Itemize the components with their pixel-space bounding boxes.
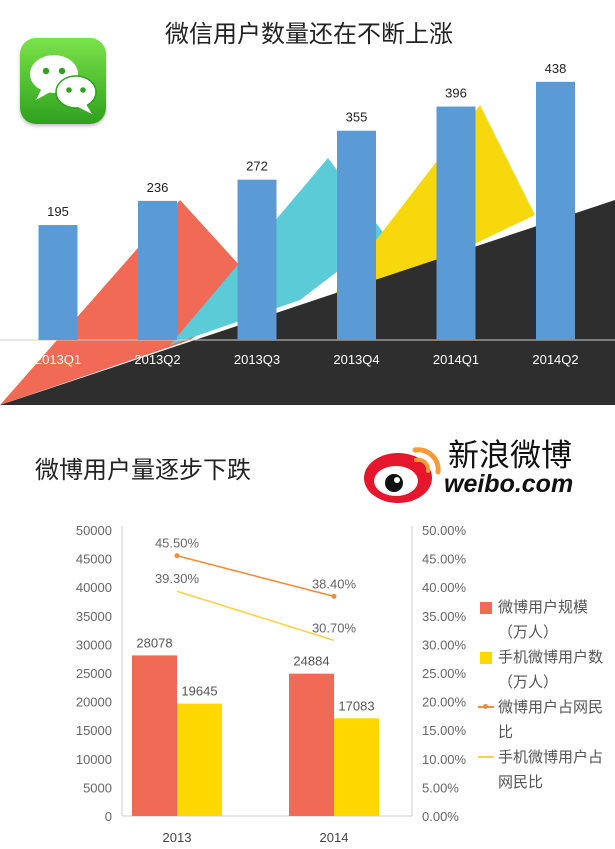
y2-tick-label: 25.00% bbox=[422, 666, 467, 681]
weibo-bar-value-label: 24884 bbox=[293, 654, 329, 669]
legend-swatch-mobile-rate bbox=[478, 756, 494, 758]
legend-item-mobile: 手机微博用户数（万人） bbox=[478, 645, 615, 695]
y2-tick-label: 40.00% bbox=[422, 580, 467, 595]
y-tick-label: 50000 bbox=[76, 523, 112, 538]
red-triangle-shape bbox=[0, 200, 262, 405]
wechat-bar-2014Q1 bbox=[436, 106, 476, 340]
weibo-bars bbox=[132, 655, 379, 816]
weibo-bar-s1-2014 bbox=[334, 718, 379, 816]
wechat-bars bbox=[38, 81, 575, 341]
y2-tick-label: 0.00% bbox=[422, 809, 459, 824]
weibo-line-marker bbox=[331, 593, 337, 599]
decorative-background bbox=[0, 105, 615, 405]
wechat-value-label: 438 bbox=[545, 61, 567, 76]
y-tick-label: 40000 bbox=[76, 580, 112, 595]
legend-item-mobile-rate: 手机微博用户占网民比 bbox=[478, 745, 615, 795]
wechat-bar-2013Q4 bbox=[337, 130, 376, 340]
legend-item-rate: 微博用户占网民比 bbox=[478, 695, 615, 745]
wechat-x-label: 2014Q1 bbox=[433, 352, 479, 367]
weibo-line-s2 bbox=[176, 554, 335, 598]
weibo-line-label: 38.40% bbox=[312, 576, 357, 591]
weibo-logo-cn-text: 新浪微博 bbox=[448, 438, 572, 474]
y2-tick-label: 50.00% bbox=[422, 523, 467, 538]
weibo-legend: 微博用户规模（万人） 手机微博用户数（万人） 微博用户占网民比 手机微博用户占网… bbox=[478, 595, 615, 795]
wechat-value-label: 355 bbox=[346, 110, 368, 125]
weibo-line-label: 45.50% bbox=[155, 536, 200, 551]
legend-item-scale: 微博用户规模（万人） bbox=[478, 595, 615, 645]
y2-tick-label: 35.00% bbox=[422, 609, 467, 624]
y-tick-label: 30000 bbox=[76, 637, 112, 652]
y2-tick-label: 45.00% bbox=[422, 552, 467, 567]
weibo-line-marker bbox=[174, 553, 180, 559]
y-tick-label: 35000 bbox=[76, 609, 112, 624]
wechat-x-label: 2013Q2 bbox=[134, 352, 180, 367]
weibo-x-label: 2014 bbox=[320, 830, 349, 845]
y-tick-label: 15000 bbox=[76, 723, 112, 738]
wechat-bar-2013Q2 bbox=[138, 200, 177, 340]
legend-swatch-mobile bbox=[480, 652, 492, 664]
wechat-x-label: 2013Q3 bbox=[234, 352, 280, 367]
weibo-data-labels: 28078 24884 19645 17083 45.50% 38.40% 39.30% 30… bbox=[136, 536, 374, 714]
wechat-chart-title: 微信用户数量还在不断上涨 bbox=[165, 20, 453, 48]
weibo-logo: 新浪微博 weibo.com bbox=[360, 428, 610, 508]
wechat-bar-2013Q1 bbox=[38, 225, 78, 340]
weibo-line-label: 30.70% bbox=[312, 620, 357, 635]
wechat-x-label: 2013Q4 bbox=[333, 352, 379, 367]
weibo-bar-value-label: 28078 bbox=[136, 635, 172, 650]
y-tick-label: 5000 bbox=[83, 780, 112, 795]
weibo-line-s3 bbox=[176, 590, 335, 642]
wechat-value-labels: 195 236 272 355 396 438 bbox=[47, 61, 566, 219]
y2-tick-label: 20.00% bbox=[422, 695, 467, 710]
wechat-x-labels: 2013Q1 2013Q2 2013Q3 2013Q4 2014Q1 2014Q2 bbox=[35, 352, 579, 367]
weibo-x-labels: 2013 2014 bbox=[163, 830, 349, 845]
wechat-bar-2014Q2 bbox=[536, 81, 575, 341]
weibo-bar-value-label: 17083 bbox=[338, 698, 374, 713]
legend-label-mobile: 手机微博用户数（万人） bbox=[498, 648, 604, 691]
y-tick-label: 45000 bbox=[76, 552, 112, 567]
y-tick-label: 10000 bbox=[76, 752, 112, 767]
y-tick-label: 25000 bbox=[76, 666, 112, 681]
wechat-value-label: 195 bbox=[47, 204, 69, 219]
y2-tick-label: 10.00% bbox=[422, 752, 467, 767]
y2-tick-label: 5.00% bbox=[422, 780, 459, 795]
weibo-eye-logo-icon bbox=[364, 447, 441, 503]
wechat-x-label: 2013Q1 bbox=[35, 352, 81, 367]
weibo-line-label: 39.30% bbox=[155, 571, 200, 586]
weibo-bar-s1-2013 bbox=[177, 703, 222, 816]
legend-label-mobile-rate: 手机微博用户占网民比 bbox=[498, 748, 604, 791]
legend-swatch-scale bbox=[480, 602, 492, 614]
weibo-x-label: 2013 bbox=[163, 830, 192, 845]
right-y-tick-labels: 0.00% 5.00% 10.00% 15.00% 20.00% 25.00% 30.00%… bbox=[422, 523, 467, 824]
weibo-chart-title: 微博用户量逐步下跌 bbox=[35, 456, 251, 484]
wechat-value-label: 272 bbox=[246, 159, 268, 174]
wechat-bar-2013Q3 bbox=[237, 179, 277, 340]
yellow-triangle-shape bbox=[330, 105, 535, 300]
weibo-logo-en-text: weibo.com bbox=[444, 470, 574, 498]
cyan-triangle-shape bbox=[170, 158, 385, 345]
weibo-bar-s0-2014 bbox=[289, 673, 334, 816]
weibo-combo-chart: 0 5000 10000 15000 20000 25000 30000 35000 40000… bbox=[76, 523, 467, 845]
wechat-x-label: 2014Q2 bbox=[532, 352, 578, 367]
wechat-value-label: 396 bbox=[445, 86, 467, 101]
y-tick-label: 0 bbox=[105, 809, 112, 824]
y2-tick-label: 30.00% bbox=[422, 637, 467, 652]
left-y-tick-labels: 0 5000 10000 15000 20000 25000 30000 35000 40000… bbox=[76, 523, 112, 824]
weibo-lines bbox=[174, 553, 337, 642]
wechat-value-label: 236 bbox=[147, 180, 169, 195]
legend-label-scale: 微博用户规模（万人） bbox=[498, 598, 589, 641]
wechat-logo-icon bbox=[20, 38, 106, 124]
y-tick-label: 20000 bbox=[76, 695, 112, 710]
y2-tick-label: 15.00% bbox=[422, 723, 467, 738]
weibo-bar-s0-2013 bbox=[132, 655, 177, 816]
legend-label-rate: 微博用户占网民比 bbox=[498, 698, 604, 741]
weibo-bar-value-label: 19645 bbox=[181, 684, 217, 699]
